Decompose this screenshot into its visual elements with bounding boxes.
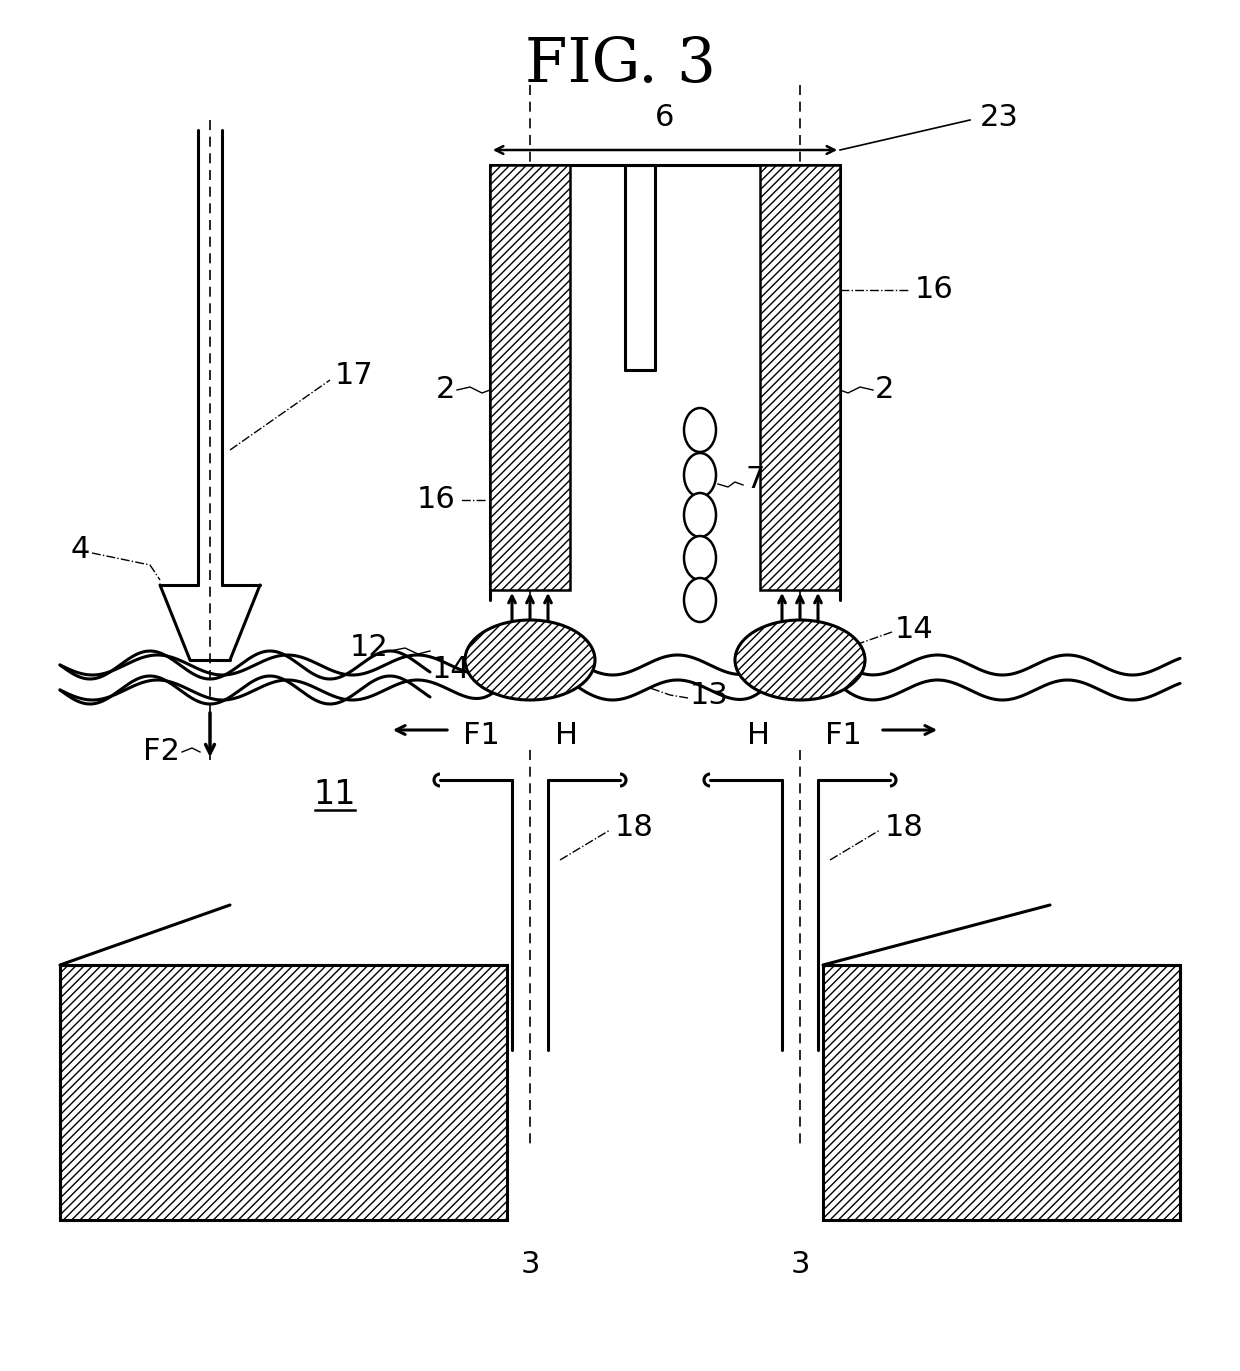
Polygon shape — [60, 965, 507, 1220]
Text: F1: F1 — [463, 721, 500, 750]
Text: 14: 14 — [432, 655, 470, 684]
Ellipse shape — [684, 452, 715, 498]
Ellipse shape — [684, 494, 715, 537]
Ellipse shape — [684, 409, 715, 452]
Ellipse shape — [735, 620, 866, 701]
Ellipse shape — [684, 579, 715, 622]
Text: 17: 17 — [335, 361, 373, 389]
Text: 16: 16 — [915, 276, 954, 304]
Text: 16: 16 — [417, 485, 455, 514]
Text: 11: 11 — [314, 779, 356, 812]
Text: H: H — [556, 721, 578, 750]
Text: 7: 7 — [745, 466, 764, 495]
Text: 3: 3 — [790, 1250, 810, 1279]
Polygon shape — [60, 1015, 507, 1120]
Text: 3: 3 — [521, 1250, 539, 1279]
Text: 6: 6 — [655, 103, 675, 132]
Text: H: H — [746, 721, 770, 750]
Polygon shape — [60, 965, 507, 1015]
Text: 18: 18 — [615, 813, 653, 842]
Text: FIG. 3: FIG. 3 — [525, 36, 715, 95]
Text: F1: F1 — [825, 721, 862, 750]
Text: 12: 12 — [350, 633, 388, 662]
Polygon shape — [823, 965, 1180, 1220]
Text: 23: 23 — [980, 103, 1019, 133]
Bar — [760, 165, 839, 590]
Text: F2: F2 — [143, 738, 180, 766]
Text: 14: 14 — [895, 616, 934, 644]
Ellipse shape — [684, 536, 715, 580]
Text: 4: 4 — [71, 536, 91, 565]
Text: 13: 13 — [689, 680, 729, 710]
Text: 18: 18 — [885, 813, 924, 842]
Text: 2: 2 — [875, 376, 894, 404]
Text: 2: 2 — [435, 376, 455, 404]
Bar — [490, 165, 570, 590]
Ellipse shape — [465, 620, 595, 701]
